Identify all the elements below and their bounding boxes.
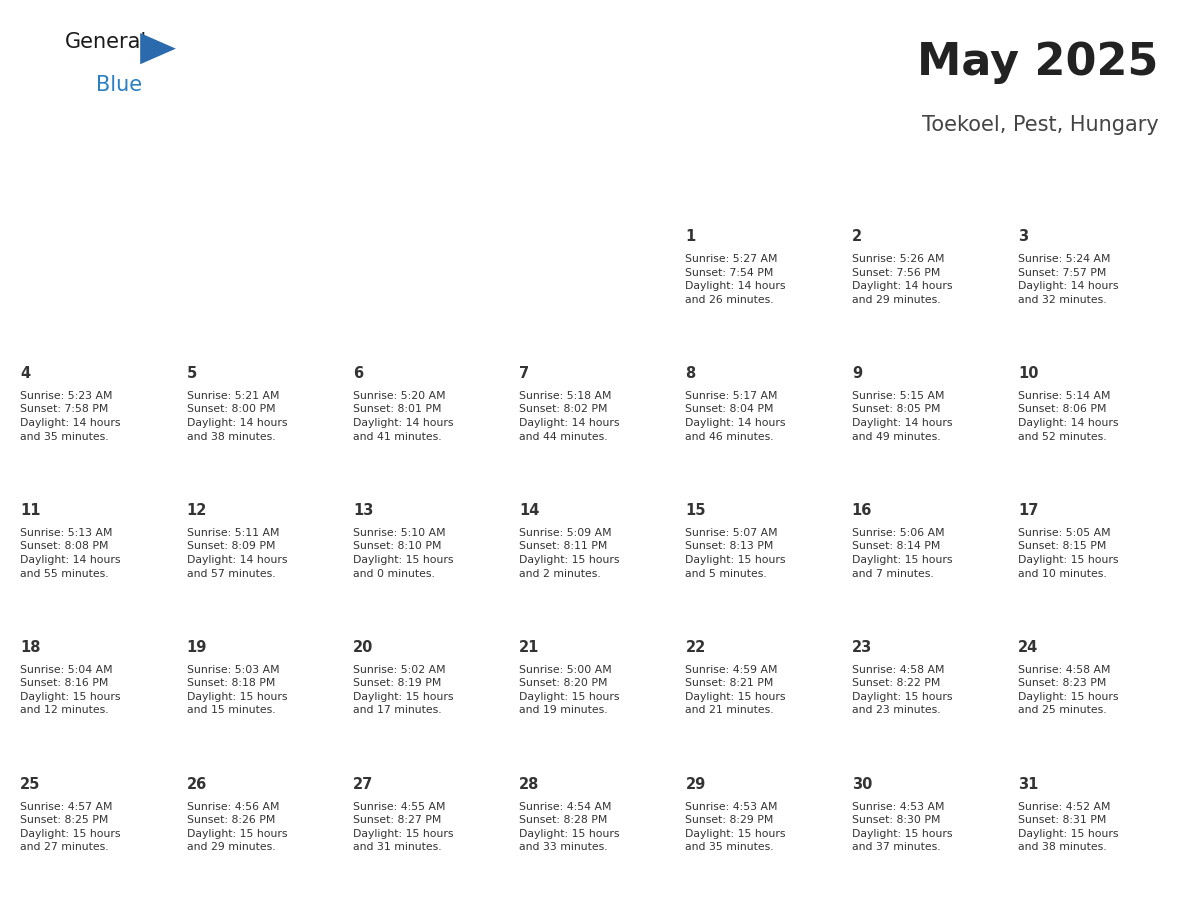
Text: May 2025: May 2025: [917, 41, 1158, 84]
Text: Sunrise: 4:52 AM
Sunset: 8:31 PM
Daylight: 15 hours
and 38 minutes.: Sunrise: 4:52 AM Sunset: 8:31 PM Dayligh…: [1018, 801, 1119, 852]
Text: Sunday: Sunday: [64, 187, 126, 202]
Text: 25: 25: [20, 777, 40, 792]
Text: Sunrise: 5:20 AM
Sunset: 8:01 PM
Daylight: 14 hours
and 41 minutes.: Sunrise: 5:20 AM Sunset: 8:01 PM Dayligh…: [353, 391, 454, 442]
Text: 27: 27: [353, 777, 373, 792]
Text: Sunrise: 4:58 AM
Sunset: 8:22 PM
Daylight: 15 hours
and 23 minutes.: Sunrise: 4:58 AM Sunset: 8:22 PM Dayligh…: [852, 665, 953, 715]
Text: 16: 16: [852, 503, 872, 518]
Text: Friday: Friday: [902, 187, 952, 202]
Text: Wednesday: Wednesday: [546, 187, 642, 202]
Text: 3: 3: [1018, 230, 1029, 244]
Text: Sunrise: 5:00 AM
Sunset: 8:20 PM
Daylight: 15 hours
and 19 minutes.: Sunrise: 5:00 AM Sunset: 8:20 PM Dayligh…: [519, 665, 620, 715]
Text: Thursday: Thursday: [722, 187, 798, 202]
Text: 12: 12: [187, 503, 207, 518]
Text: 30: 30: [852, 777, 872, 792]
Text: 18: 18: [20, 640, 40, 655]
Text: 5: 5: [187, 366, 197, 381]
Text: Sunrise: 5:18 AM
Sunset: 8:02 PM
Daylight: 14 hours
and 44 minutes.: Sunrise: 5:18 AM Sunset: 8:02 PM Dayligh…: [519, 391, 620, 442]
Text: 4: 4: [20, 366, 31, 381]
Text: Sunrise: 5:04 AM
Sunset: 8:16 PM
Daylight: 15 hours
and 12 minutes.: Sunrise: 5:04 AM Sunset: 8:16 PM Dayligh…: [20, 665, 121, 715]
Text: 24: 24: [1018, 640, 1038, 655]
Text: Tuesday: Tuesday: [394, 187, 461, 202]
Text: Sunrise: 5:09 AM
Sunset: 8:11 PM
Daylight: 15 hours
and 2 minutes.: Sunrise: 5:09 AM Sunset: 8:11 PM Dayligh…: [519, 528, 620, 578]
Text: 11: 11: [20, 503, 40, 518]
Text: 13: 13: [353, 503, 373, 518]
Text: 9: 9: [852, 366, 862, 381]
Text: Sunrise: 5:27 AM
Sunset: 7:54 PM
Daylight: 14 hours
and 26 minutes.: Sunrise: 5:27 AM Sunset: 7:54 PM Dayligh…: [685, 254, 786, 305]
Text: Sunrise: 5:05 AM
Sunset: 8:15 PM
Daylight: 15 hours
and 10 minutes.: Sunrise: 5:05 AM Sunset: 8:15 PM Dayligh…: [1018, 528, 1119, 578]
Text: Sunrise: 5:15 AM
Sunset: 8:05 PM
Daylight: 14 hours
and 49 minutes.: Sunrise: 5:15 AM Sunset: 8:05 PM Dayligh…: [852, 391, 953, 442]
Text: Sunrise: 5:03 AM
Sunset: 8:18 PM
Daylight: 15 hours
and 15 minutes.: Sunrise: 5:03 AM Sunset: 8:18 PM Dayligh…: [187, 665, 287, 715]
Text: 17: 17: [1018, 503, 1038, 518]
Text: Sunrise: 5:21 AM
Sunset: 8:00 PM
Daylight: 14 hours
and 38 minutes.: Sunrise: 5:21 AM Sunset: 8:00 PM Dayligh…: [187, 391, 287, 442]
Text: Sunrise: 5:02 AM
Sunset: 8:19 PM
Daylight: 15 hours
and 17 minutes.: Sunrise: 5:02 AM Sunset: 8:19 PM Dayligh…: [353, 665, 454, 715]
Text: 6: 6: [353, 366, 364, 381]
Text: General: General: [65, 32, 147, 52]
Text: Sunrise: 5:07 AM
Sunset: 8:13 PM
Daylight: 15 hours
and 5 minutes.: Sunrise: 5:07 AM Sunset: 8:13 PM Dayligh…: [685, 528, 786, 578]
Text: 20: 20: [353, 640, 373, 655]
Text: Sunrise: 4:55 AM
Sunset: 8:27 PM
Daylight: 15 hours
and 31 minutes.: Sunrise: 4:55 AM Sunset: 8:27 PM Dayligh…: [353, 801, 454, 852]
Text: Sunrise: 4:53 AM
Sunset: 8:30 PM
Daylight: 15 hours
and 37 minutes.: Sunrise: 4:53 AM Sunset: 8:30 PM Dayligh…: [852, 801, 953, 852]
Text: 28: 28: [519, 777, 539, 792]
Text: Sunrise: 4:54 AM
Sunset: 8:28 PM
Daylight: 15 hours
and 33 minutes.: Sunrise: 4:54 AM Sunset: 8:28 PM Dayligh…: [519, 801, 620, 852]
Text: Sunrise: 5:11 AM
Sunset: 8:09 PM
Daylight: 14 hours
and 57 minutes.: Sunrise: 5:11 AM Sunset: 8:09 PM Dayligh…: [187, 528, 287, 578]
Text: Sunrise: 5:24 AM
Sunset: 7:57 PM
Daylight: 14 hours
and 32 minutes.: Sunrise: 5:24 AM Sunset: 7:57 PM Dayligh…: [1018, 254, 1119, 305]
Text: Monday: Monday: [229, 187, 293, 202]
Text: Sunrise: 5:14 AM
Sunset: 8:06 PM
Daylight: 14 hours
and 52 minutes.: Sunrise: 5:14 AM Sunset: 8:06 PM Dayligh…: [1018, 391, 1119, 442]
Text: 8: 8: [685, 366, 696, 381]
Text: Sunrise: 4:56 AM
Sunset: 8:26 PM
Daylight: 15 hours
and 29 minutes.: Sunrise: 4:56 AM Sunset: 8:26 PM Dayligh…: [187, 801, 287, 852]
Text: 2: 2: [852, 230, 862, 244]
Text: Sunrise: 4:59 AM
Sunset: 8:21 PM
Daylight: 15 hours
and 21 minutes.: Sunrise: 4:59 AM Sunset: 8:21 PM Dayligh…: [685, 665, 786, 715]
Text: Sunrise: 4:58 AM
Sunset: 8:23 PM
Daylight: 15 hours
and 25 minutes.: Sunrise: 4:58 AM Sunset: 8:23 PM Dayligh…: [1018, 665, 1119, 715]
Text: 14: 14: [519, 503, 539, 518]
Text: 1: 1: [685, 230, 696, 244]
Text: Sunrise: 5:06 AM
Sunset: 8:14 PM
Daylight: 15 hours
and 7 minutes.: Sunrise: 5:06 AM Sunset: 8:14 PM Dayligh…: [852, 528, 953, 578]
Text: 31: 31: [1018, 777, 1038, 792]
Text: 22: 22: [685, 640, 706, 655]
Text: Sunrise: 5:23 AM
Sunset: 7:58 PM
Daylight: 14 hours
and 35 minutes.: Sunrise: 5:23 AM Sunset: 7:58 PM Dayligh…: [20, 391, 121, 442]
Text: Sunrise: 5:17 AM
Sunset: 8:04 PM
Daylight: 14 hours
and 46 minutes.: Sunrise: 5:17 AM Sunset: 8:04 PM Dayligh…: [685, 391, 786, 442]
Text: 19: 19: [187, 640, 207, 655]
Text: 29: 29: [685, 777, 706, 792]
Text: Sunrise: 5:13 AM
Sunset: 8:08 PM
Daylight: 14 hours
and 55 minutes.: Sunrise: 5:13 AM Sunset: 8:08 PM Dayligh…: [20, 528, 121, 578]
Text: 10: 10: [1018, 366, 1038, 381]
Text: Toekoel, Pest, Hungary: Toekoel, Pest, Hungary: [922, 115, 1158, 135]
Text: 7: 7: [519, 366, 530, 381]
Text: Sunrise: 4:53 AM
Sunset: 8:29 PM
Daylight: 15 hours
and 35 minutes.: Sunrise: 4:53 AM Sunset: 8:29 PM Dayligh…: [685, 801, 786, 852]
Text: 23: 23: [852, 640, 872, 655]
Text: 21: 21: [519, 640, 539, 655]
Text: Sunrise: 4:57 AM
Sunset: 8:25 PM
Daylight: 15 hours
and 27 minutes.: Sunrise: 4:57 AM Sunset: 8:25 PM Dayligh…: [20, 801, 121, 852]
Text: 26: 26: [187, 777, 207, 792]
Text: Sunrise: 5:26 AM
Sunset: 7:56 PM
Daylight: 14 hours
and 29 minutes.: Sunrise: 5:26 AM Sunset: 7:56 PM Dayligh…: [852, 254, 953, 305]
Text: 15: 15: [685, 503, 706, 518]
Text: Saturday: Saturday: [1056, 187, 1130, 202]
Text: Sunrise: 5:10 AM
Sunset: 8:10 PM
Daylight: 15 hours
and 0 minutes.: Sunrise: 5:10 AM Sunset: 8:10 PM Dayligh…: [353, 528, 454, 578]
Text: Blue: Blue: [96, 75, 143, 95]
